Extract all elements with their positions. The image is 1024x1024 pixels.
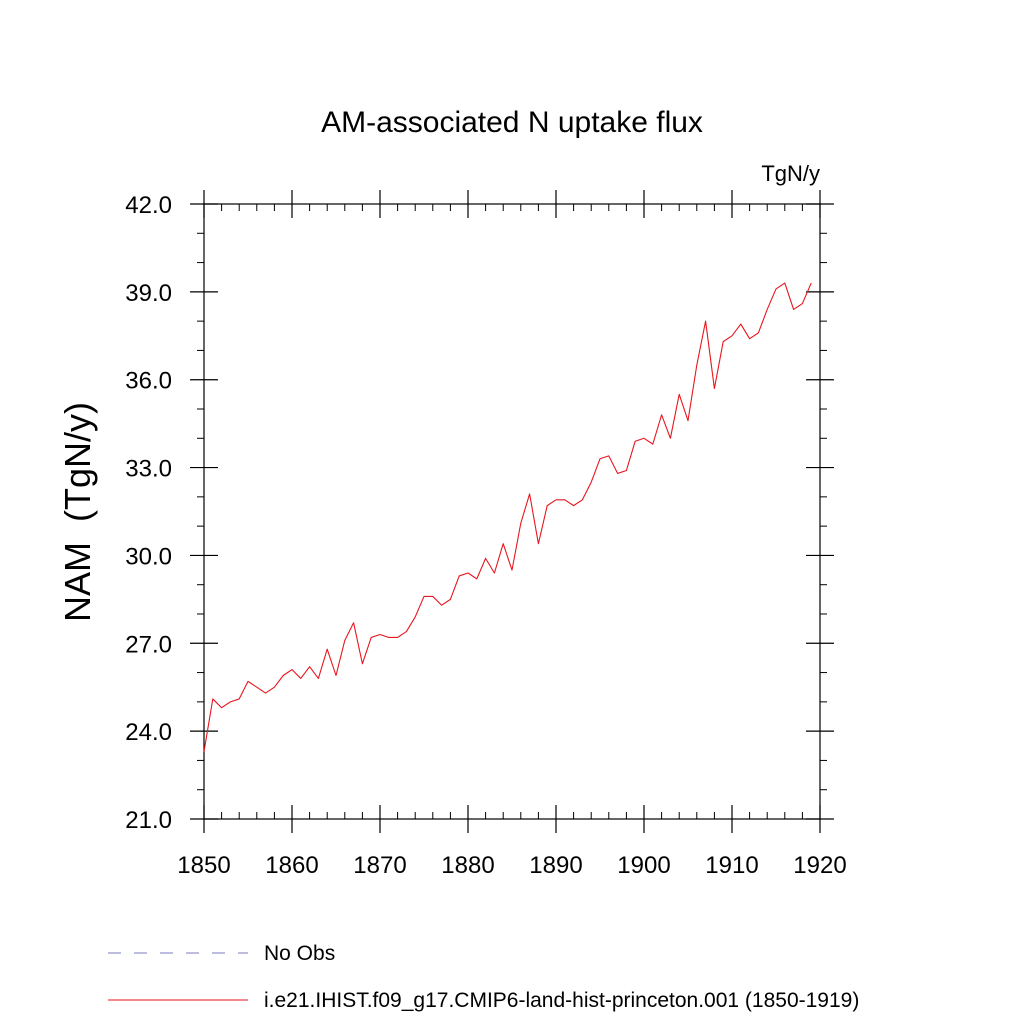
y-tick-label: 24.0 [125, 719, 172, 746]
y-tick-label: 42.0 [125, 192, 172, 219]
x-tick-label: 1870 [353, 852, 406, 879]
plot-frame [203, 203, 821, 820]
x-tick-label: 1910 [705, 852, 758, 879]
legend: No Obs i.e21.IHIST.f09_g17.CMIP6-land-hi… [108, 942, 859, 1012]
x-tick-label: 1920 [793, 852, 846, 879]
y-tick-label: 36.0 [125, 368, 172, 395]
legend-label-model-run: i.e21.IHIST.f09_g17.CMIP6-land-hist-prin… [264, 989, 859, 1012]
series-line [203, 282, 812, 752]
x-tick-label: 1880 [441, 852, 494, 879]
x-tick-label: 1890 [529, 852, 582, 879]
x-tick-labels: 1850 1860 1870 1880 1890 1900 1910 1920 [177, 852, 846, 879]
legend-label-no-obs: No Obs [264, 942, 335, 965]
x-tick-label: 1860 [265, 852, 318, 879]
y-tick-label: 39.0 [125, 280, 172, 307]
y-axis-label: NAM (TgN/y) [57, 402, 98, 622]
y-tick-label: 30.0 [125, 543, 172, 570]
y-tick-label: 27.0 [125, 631, 172, 658]
y-tick-labels: 21.0 24.0 27.0 30.0 33.0 36.0 39.0 42.0 [125, 192, 172, 834]
x-tick-label: 1900 [617, 852, 670, 879]
chart-title: AM-associated N uptake flux [321, 106, 703, 139]
x-tick-label: 1850 [177, 852, 230, 879]
axis-ticks [190, 190, 834, 833]
y-tick-label: 33.0 [125, 456, 172, 483]
series-layer [203, 282, 812, 752]
units-label: TgN/y [761, 161, 820, 186]
y-tick-label: 21.0 [125, 807, 172, 834]
